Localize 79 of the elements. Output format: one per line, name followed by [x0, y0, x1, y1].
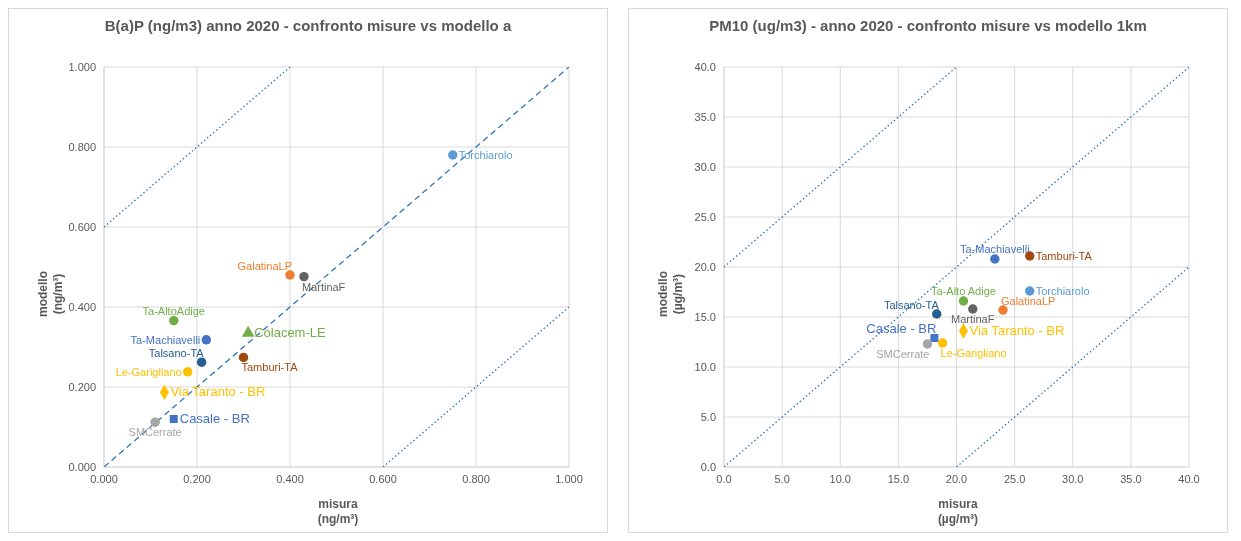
point: [922, 339, 933, 349]
series-label: Casale - BR: [179, 411, 250, 426]
x-tick-label: 0.0: [716, 472, 732, 485]
series-label: Tamburi-TA: [241, 361, 299, 374]
series-label: Via Taranto - BR: [969, 323, 1065, 338]
point: [299, 271, 309, 282]
point: [958, 296, 969, 306]
x-tick-label: 30.0: [1062, 472, 1084, 485]
point: [937, 338, 948, 348]
y-tick-label: 35.0: [694, 110, 716, 123]
y-tick-label: 10.0: [694, 360, 716, 373]
series-label: Torchiarolo: [1035, 285, 1090, 297]
point: [241, 325, 255, 337]
x-tick-label: 0.400: [276, 472, 304, 485]
point: [990, 254, 1000, 264]
x-tick-label: 0.200: [183, 472, 211, 485]
point: [998, 305, 1008, 315]
series-label: GalatinaLP: [237, 260, 292, 272]
series-label: Ta-Alto Adige: [931, 285, 996, 297]
series-label: Tamburi-TA: [1035, 250, 1093, 262]
point: [169, 415, 178, 423]
point: [968, 304, 978, 314]
series-label: Ta-AltoAdige: [142, 304, 205, 317]
series-label: Talsano-TA: [148, 347, 205, 360]
x-tick-label: 5.0: [774, 472, 790, 485]
point: [150, 417, 160, 427]
x-tick-label: 35.0: [1120, 472, 1142, 485]
point: [1025, 251, 1035, 261]
series-label: Ta-Machiavelli: [960, 243, 1030, 255]
y-axis-title: modello (ng/m³): [36, 270, 66, 319]
series-label: Ta-Machiavelli: [130, 333, 201, 346]
y-tick-label: 0.600: [68, 220, 96, 233]
y-tick-label: 1.000: [68, 60, 96, 73]
point: [182, 367, 193, 377]
series-label: GalatinaLP: [1001, 295, 1056, 307]
series-label: Le-Garigliano: [115, 365, 182, 378]
y-tick-label: 40.0: [694, 60, 716, 73]
point: [932, 309, 942, 319]
point: [285, 270, 295, 280]
chart-title: PM10 (ug/m3) - anno 2020 - confronto misure vs modello 1km: [708, 16, 1148, 36]
x-tick-label: 10.0: [829, 472, 851, 485]
series-label: MartinaF: [951, 313, 995, 325]
y-tick-label: 25.0: [694, 210, 716, 223]
y-axis-title: modello (µg/m³): [656, 270, 686, 319]
y-tick-label: 0.200: [68, 380, 96, 393]
y-tick-label: 15.0: [694, 310, 716, 323]
x-axis-title: misura (ng/m³): [316, 497, 360, 527]
point: [196, 357, 207, 367]
y-tick-label: 0.000: [68, 460, 96, 473]
y-tick-label: 0.800: [68, 140, 96, 153]
x-tick-label: 20.0: [945, 472, 968, 485]
series-label: Via Taranto - BR: [170, 384, 266, 400]
point: [238, 352, 249, 363]
series-label: Talsano-TA: [883, 299, 940, 311]
series-label: SMCerrate: [876, 348, 930, 360]
y-tick-label: 5.0: [700, 410, 716, 423]
x-tick-label: 0.800: [462, 472, 490, 485]
series-label: Colacem-LE: [254, 325, 326, 340]
y-tick-label: 30.0: [694, 160, 716, 173]
x-tick-label: 1.000: [555, 472, 583, 485]
chart-title: B(a)P (ng/m3) anno 2020 - confronto misure vs modello a: [103, 16, 513, 36]
series-label: MartinaF: [301, 280, 346, 293]
series-label: SMCerrate: [128, 426, 182, 439]
point: [1025, 286, 1035, 296]
x-tick-label: 25.0: [1003, 472, 1026, 485]
point: [201, 335, 212, 345]
y-tick-label: 0.400: [68, 300, 96, 313]
series-label: Casale - BR: [866, 321, 937, 336]
point: [930, 334, 939, 342]
x-tick-label: 0.600: [369, 472, 397, 485]
point: [448, 150, 458, 160]
x-tick-label: 40.0: [1178, 472, 1200, 485]
x-axis-title: misura (µg/m³): [936, 497, 980, 527]
series-label: Le-Garigliano: [940, 347, 1007, 359]
y-tick-label: 20.0: [694, 260, 716, 273]
x-tick-label: 0.000: [90, 472, 118, 485]
series-label: Torchiarolo: [458, 149, 513, 161]
x-tick-label: 15.0: [887, 472, 910, 485]
y-tick-label: 0.0: [700, 460, 716, 473]
